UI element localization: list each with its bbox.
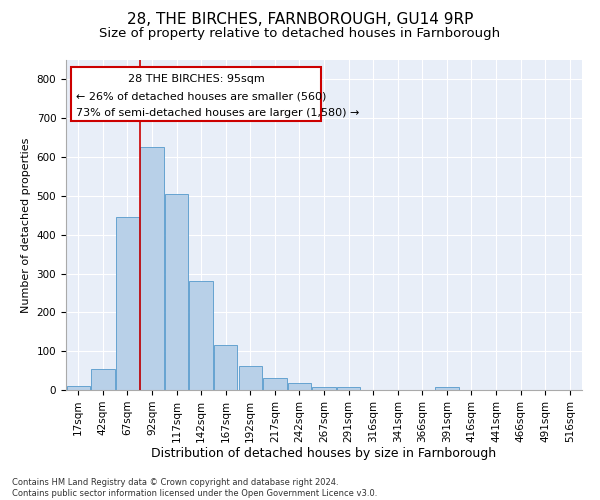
Bar (67, 386, 90, 390)
Bar (116, 217, 139, 390)
Bar (214, 346, 238, 390)
Bar (165, 194, 188, 390)
Bar (91, 368, 115, 390)
Bar (313, 387, 335, 390)
X-axis label: Distribution of detached houses by size in Farnborough: Distribution of detached houses by size … (151, 448, 497, 460)
Text: 73% of semi-detached houses are larger (1,580) →: 73% of semi-detached houses are larger (… (76, 108, 359, 118)
Bar (239, 366, 262, 390)
Text: 28 THE BIRCHES: 95sqm: 28 THE BIRCHES: 95sqm (128, 74, 265, 84)
Text: Size of property relative to detached houses in Farnborough: Size of property relative to detached ho… (100, 28, 500, 40)
Bar (288, 383, 311, 390)
Bar (190, 282, 213, 390)
Text: Contains HM Land Registry data © Crown copyright and database right 2024.
Contai: Contains HM Land Registry data © Crown c… (12, 478, 377, 498)
Bar (140, 148, 164, 390)
FancyBboxPatch shape (71, 66, 322, 121)
Text: 28, THE BIRCHES, FARNBOROUGH, GU14 9RP: 28, THE BIRCHES, FARNBOROUGH, GU14 9RP (127, 12, 473, 28)
Text: ← 26% of detached houses are smaller (560): ← 26% of detached houses are smaller (56… (76, 92, 326, 102)
Bar (263, 378, 287, 390)
Y-axis label: Number of detached properties: Number of detached properties (21, 138, 31, 312)
Bar (337, 388, 360, 390)
Bar (435, 387, 458, 390)
